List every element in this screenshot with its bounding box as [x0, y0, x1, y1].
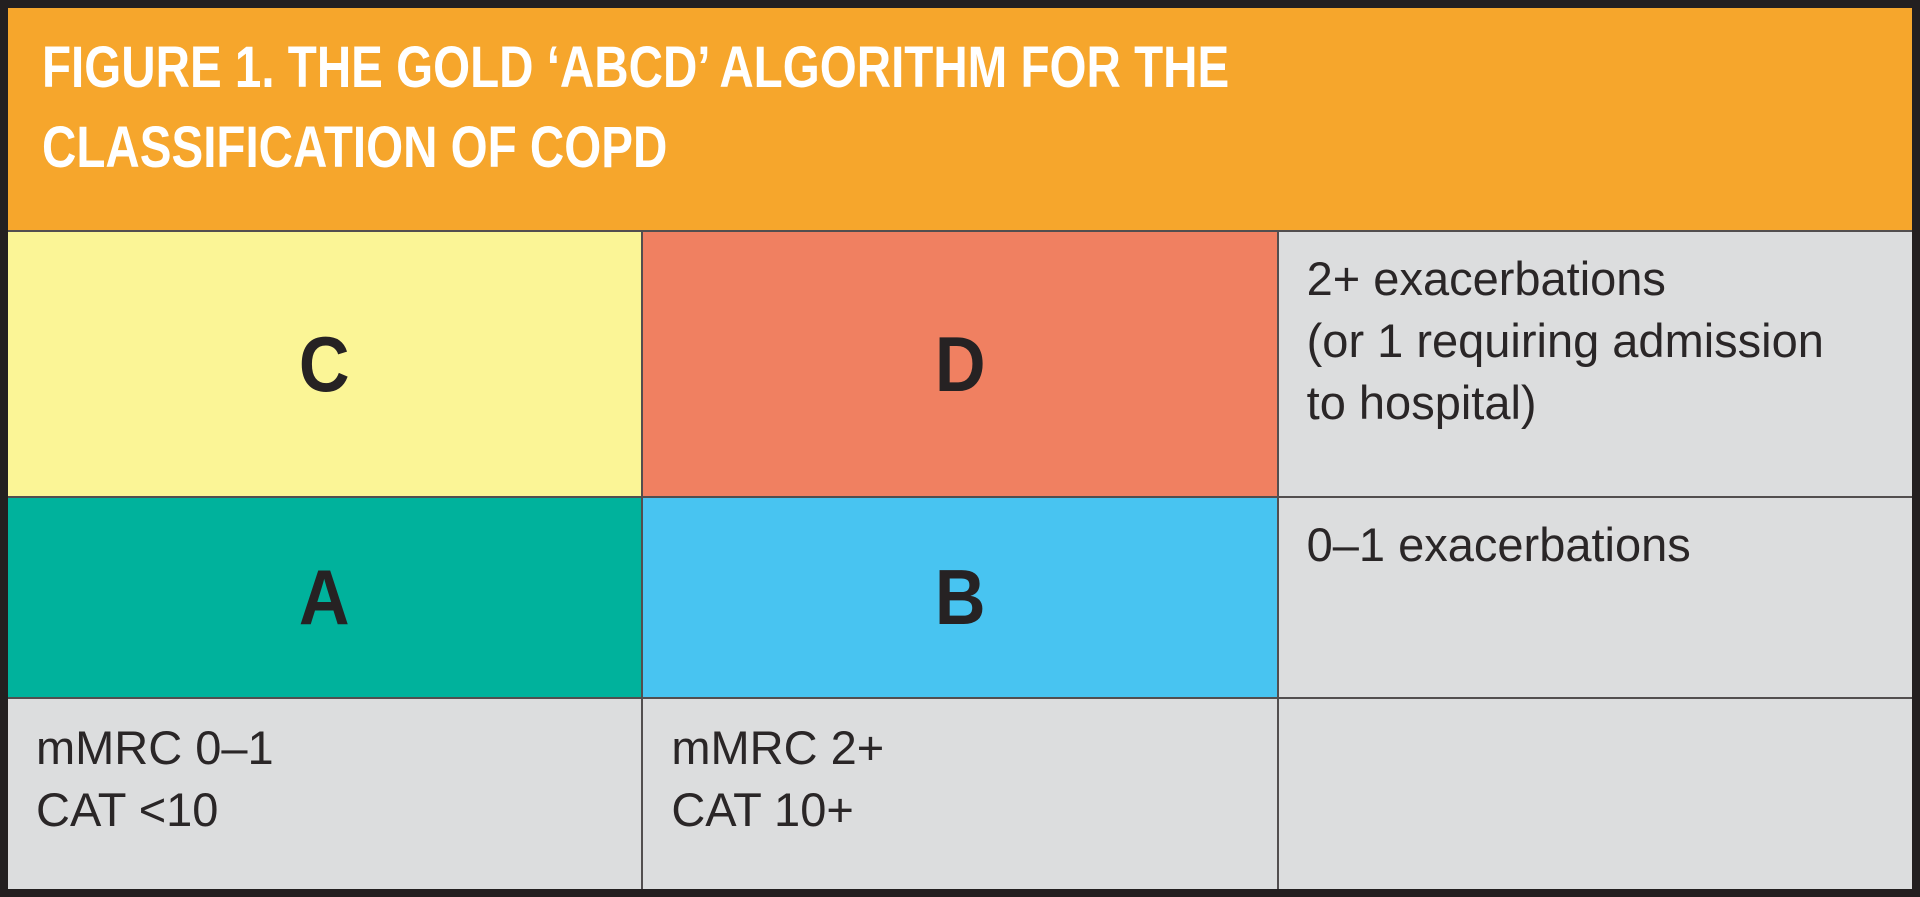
note-low-risk-line-1: 0–1 exacerbations [1306, 518, 1691, 571]
note-high-risk-exacerbations: 2+ exacerbations (or 1 requiring admissi… [1278, 232, 1912, 496]
group-c-label: C [299, 319, 351, 408]
empty-cell [1278, 699, 1912, 889]
cell-group-d: D [643, 232, 1277, 496]
cell-group-a: A [8, 498, 642, 697]
criteria-high-symptoms-line-1: mMRC 2+ [671, 721, 885, 774]
note-high-risk-line-2: (or 1 requiring admission [1306, 314, 1824, 367]
criteria-low-symptoms-line-1: mMRC 0–1 [36, 721, 274, 774]
criteria-low-symptoms: mMRC 0–1 CAT <10 [8, 699, 642, 889]
cell-group-b: B [643, 498, 1277, 697]
criteria-high-symptoms: mMRC 2+ CAT 10+ [643, 699, 1277, 889]
group-b-label: B [934, 553, 986, 641]
figure-title-line-1: FIGURE 1. THE GOLD ‘ABCD’ ALGORITHM FOR … [42, 35, 1230, 100]
group-d-label: D [934, 319, 986, 408]
note-high-risk-line-1: 2+ exacerbations [1306, 252, 1666, 305]
note-low-risk-exacerbations: 0–1 exacerbations [1278, 498, 1912, 697]
figure-header: FIGURE 1. THE GOLD ‘ABCD’ ALGORITHM FOR … [8, 8, 1912, 230]
group-a-label: A [299, 553, 351, 641]
criteria-high-symptoms-line-2: CAT 10+ [671, 783, 854, 836]
figure-title: FIGURE 1. THE GOLD ‘ABCD’ ALGORITHM FOR … [42, 28, 1892, 188]
criteria-low-symptoms-line-2: CAT <10 [36, 783, 219, 836]
cell-group-c: C [8, 232, 642, 496]
classification-grid: FIGURE 1. THE GOLD ‘ABCD’ ALGORITHM FOR … [8, 8, 1912, 889]
note-high-risk-line-3: to hospital) [1306, 376, 1537, 429]
figure-title-line-2: CLASSIFICATION OF COPD [42, 115, 668, 180]
